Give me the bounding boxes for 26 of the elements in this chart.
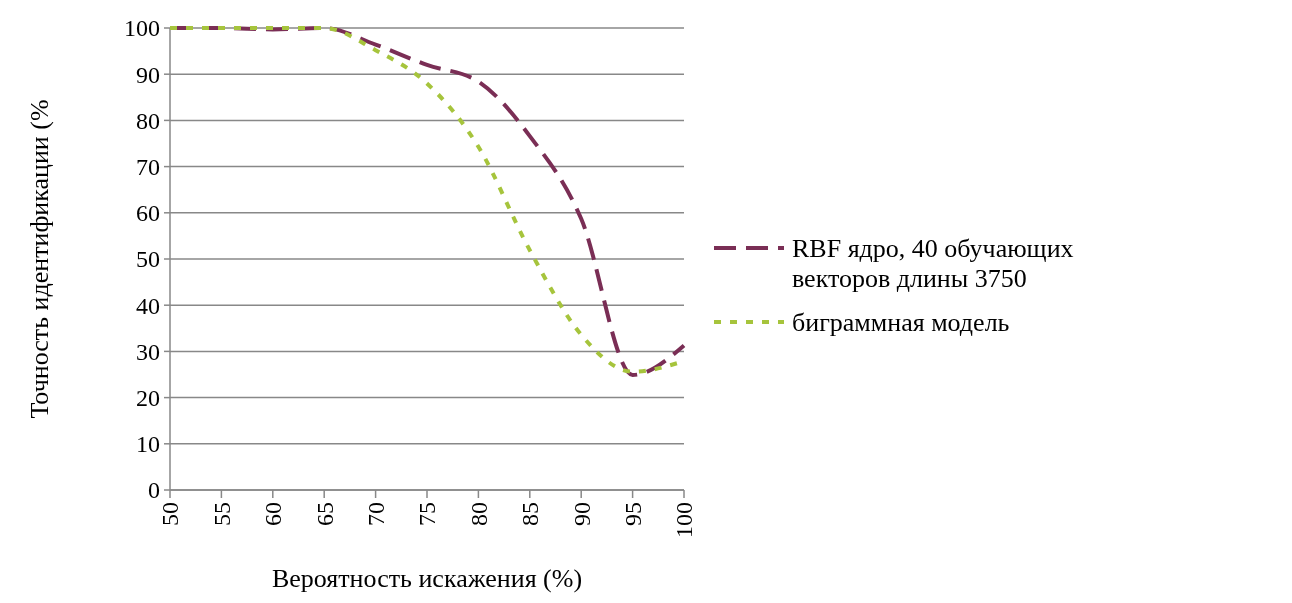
y-tick-label: 0 — [148, 477, 160, 504]
x-tick-label: 60 — [260, 502, 287, 526]
y-tick-label: 70 — [136, 154, 160, 180]
y-axis-title: Точность идентификации (% — [25, 99, 54, 419]
x-tick-label: 70 — [363, 502, 389, 526]
x-tick-label: 50 — [157, 502, 184, 526]
x-tick-label: 80 — [465, 502, 492, 526]
legend-label: RBF ядро, 40 обучающих векторов длины 3750 — [792, 234, 1074, 293]
x-tick-label: 65 — [311, 502, 338, 526]
y-tick-label: 80 — [136, 107, 160, 134]
x-tick-label: 95 — [620, 502, 646, 526]
legend-label: биграммная модель — [792, 308, 1010, 338]
y-tick-label: 50 — [136, 246, 160, 273]
x-tick-label: 100 — [671, 502, 698, 538]
y-tick-label: 100 — [124, 15, 160, 42]
y-tick-label: 30 — [136, 338, 160, 365]
x-tick-label: 55 — [208, 502, 235, 526]
y-tick-label: 60 — [136, 200, 160, 227]
y-tick-label: 20 — [136, 385, 160, 411]
x-axis-title: Вероятность искажения (%) — [271, 564, 583, 593]
x-tick-label: 90 — [568, 502, 595, 526]
y-tick-label: 90 — [136, 61, 160, 88]
x-tick-label: 75 — [414, 502, 441, 526]
y-tick-label: 10 — [136, 431, 160, 458]
x-tick-label: 85 — [517, 502, 544, 526]
y-tick-label: 40 — [136, 292, 160, 319]
